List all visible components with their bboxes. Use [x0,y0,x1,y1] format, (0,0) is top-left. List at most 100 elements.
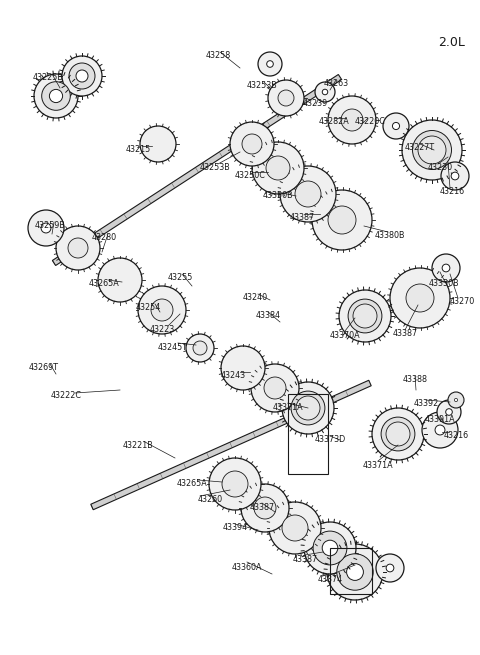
Text: 43243: 43243 [220,371,246,381]
Text: 43245T: 43245T [158,343,188,352]
Text: 43263: 43263 [324,79,348,88]
Ellipse shape [418,136,446,164]
Ellipse shape [254,497,276,519]
Ellipse shape [422,412,458,448]
Text: 43253B: 43253B [200,164,230,172]
Ellipse shape [376,554,404,582]
Ellipse shape [441,162,469,190]
Text: 43388: 43388 [403,375,428,384]
Ellipse shape [402,120,462,180]
Text: 43265A: 43265A [89,280,120,288]
Ellipse shape [295,181,321,207]
Bar [330,548,372,594]
Ellipse shape [386,422,410,446]
Ellipse shape [327,544,383,600]
Ellipse shape [269,502,321,554]
Text: 43265A: 43265A [177,479,207,489]
Ellipse shape [296,396,320,420]
Text: 43260: 43260 [197,495,223,504]
Ellipse shape [267,61,273,67]
Ellipse shape [372,408,424,460]
Ellipse shape [315,82,335,102]
Text: 43240: 43240 [242,293,267,303]
Text: 43373D: 43373D [314,436,346,445]
Ellipse shape [278,90,294,106]
Ellipse shape [251,364,299,412]
Text: 43230: 43230 [427,164,453,172]
Ellipse shape [68,238,88,258]
Ellipse shape [266,156,290,180]
Text: 43371A: 43371A [363,462,393,470]
Text: 43253B: 43253B [247,81,277,90]
Ellipse shape [442,264,450,272]
Ellipse shape [337,553,373,590]
Ellipse shape [386,564,394,572]
Ellipse shape [448,392,464,408]
Ellipse shape [258,52,282,76]
Text: 43250C: 43250C [235,170,265,179]
Text: 43270: 43270 [449,297,475,307]
Text: 43387: 43387 [393,329,418,339]
Ellipse shape [28,210,64,246]
Text: 43350B: 43350B [429,280,459,288]
Ellipse shape [56,226,100,270]
Ellipse shape [98,258,142,302]
Ellipse shape [348,299,382,333]
Text: 43269T: 43269T [29,364,59,373]
Bar [288,394,328,474]
Ellipse shape [328,96,376,144]
Text: 43394: 43394 [222,523,248,533]
Ellipse shape [138,286,186,334]
Text: 43371A: 43371A [273,403,303,413]
Ellipse shape [390,268,450,328]
Ellipse shape [34,74,78,118]
Ellipse shape [341,109,363,131]
Text: 43221B: 43221B [122,441,154,451]
Ellipse shape [300,400,316,416]
Ellipse shape [390,426,406,442]
Ellipse shape [383,113,409,139]
Text: 43384: 43384 [255,312,280,320]
Text: 43216: 43216 [444,432,468,441]
Ellipse shape [291,391,325,425]
Ellipse shape [381,417,415,451]
Ellipse shape [241,484,289,532]
Ellipse shape [393,122,399,130]
Ellipse shape [222,471,248,497]
Ellipse shape [282,382,334,434]
Text: 43360A: 43360A [232,563,262,572]
Ellipse shape [412,130,452,170]
Ellipse shape [151,299,173,321]
Text: 43259B: 43259B [35,221,65,231]
Ellipse shape [339,290,391,342]
Text: 43387: 43387 [289,214,314,223]
Ellipse shape [62,56,102,96]
Text: 43216: 43216 [439,187,465,196]
Text: 43392: 43392 [413,400,439,409]
Ellipse shape [322,540,338,556]
Text: 43223: 43223 [149,326,175,335]
Ellipse shape [221,346,265,390]
Ellipse shape [451,172,459,180]
Ellipse shape [423,141,441,159]
Text: 43350B: 43350B [263,191,293,200]
Text: 43380B: 43380B [375,231,405,240]
Ellipse shape [282,515,308,541]
Ellipse shape [312,190,372,250]
Polygon shape [91,381,371,510]
Text: 43220C: 43220C [355,117,385,126]
Ellipse shape [313,531,347,565]
Text: 43258: 43258 [205,52,230,60]
Text: 43282A: 43282A [319,117,349,126]
Ellipse shape [230,122,274,166]
Text: 2.0L: 2.0L [439,35,466,48]
Ellipse shape [186,334,214,362]
Ellipse shape [209,458,261,510]
Ellipse shape [328,206,356,234]
Ellipse shape [446,409,452,415]
Text: 43387: 43387 [250,504,275,512]
Polygon shape [52,75,342,265]
Ellipse shape [42,82,70,110]
Ellipse shape [406,284,434,312]
Ellipse shape [268,80,304,116]
